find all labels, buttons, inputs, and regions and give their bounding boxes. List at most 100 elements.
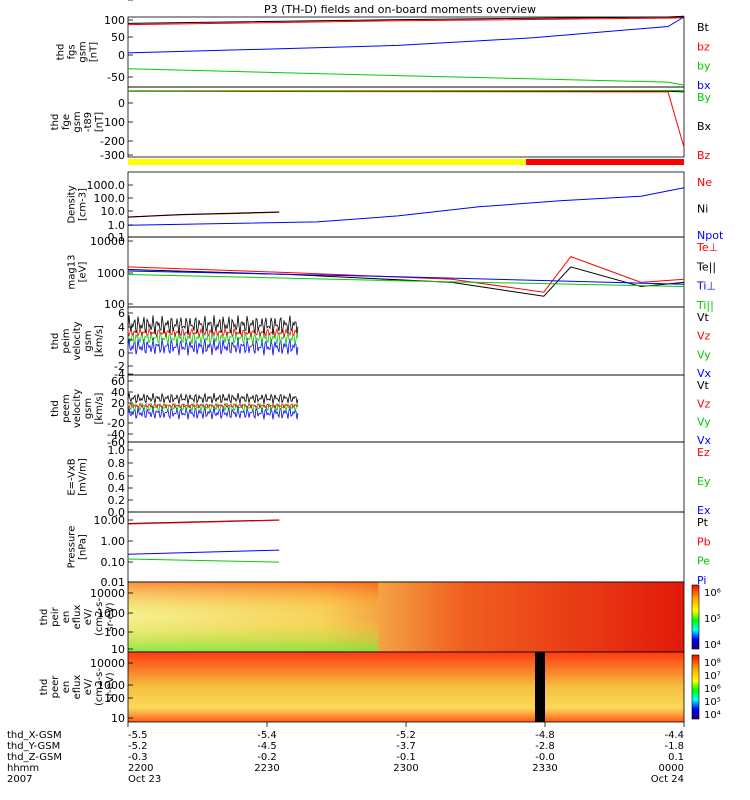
- panel-fge: 0 -100 -200-300 thd fge gsm -t89 [nT] By Bx Bz: [50, 86, 712, 162]
- series-Pe: [127, 558, 280, 563]
- ytick-label: -300: [100, 149, 125, 162]
- ytick-label: 10.00: [94, 514, 126, 527]
- plot-title: P3 (TH-D) fields and on-board moments ov…: [264, 3, 536, 16]
- ytick-label: 1.0: [108, 219, 126, 232]
- legend-Vz: Vz: [697, 330, 711, 343]
- ytick-label: 10000: [90, 587, 125, 600]
- velocity-noise: [127, 402, 299, 413]
- ytick-label: 0.0: [108, 506, 126, 519]
- legend-Vx: Vx: [697, 434, 712, 447]
- legend-Te⊥: Te⊥: [696, 241, 718, 254]
- legend-Vz: Vz: [697, 397, 711, 410]
- legend-Pb: Pb: [697, 535, 711, 548]
- ytick-label: 40: [111, 386, 125, 399]
- ytick-label: 50: [111, 31, 125, 44]
- ylabel-line: thd: [39, 609, 50, 626]
- legend-bx: bx: [697, 79, 711, 92]
- ytick-label: -100: [100, 116, 125, 129]
- ytick-label: -40: [107, 428, 125, 441]
- xaxis-row-value: -5.5: [128, 730, 148, 741]
- xaxis-row-label: 2007: [7, 774, 32, 785]
- panel-spec_i: 10⁶ 10⁵ 10⁴ 10000 1000 100 10 thd peir en eflux eV/…: [39, 581, 721, 656]
- series-Te||: [127, 266, 685, 297]
- ytick-label: 0: [118, 49, 125, 62]
- ytick-label: 10000: [90, 657, 125, 670]
- ylabel-line: velocity: [72, 389, 83, 428]
- xaxis-row-value: -5.2: [128, 741, 148, 752]
- legend-Bz: Bz: [697, 149, 711, 162]
- ytick-label: 1000: [97, 607, 125, 620]
- ylabel-line: en: [61, 681, 72, 694]
- ylabel-line: en: [61, 611, 72, 624]
- legend-Npot: Npot: [697, 229, 724, 242]
- velocity-noise: [127, 392, 299, 405]
- xaxis-row-value: 2300: [393, 763, 418, 774]
- series-by: [127, 68, 685, 86]
- ytick-label: 0: [118, 97, 125, 110]
- colorbar-label: 10⁵: [704, 697, 721, 708]
- ylabel-line: eflux: [72, 675, 83, 700]
- series-Ti⊥: [127, 270, 685, 285]
- ytick-label: 100: [104, 298, 125, 311]
- ylabel-line: thd: [50, 114, 61, 131]
- ytick-label: 6: [118, 307, 125, 320]
- legend-Bx: Bx: [697, 120, 712, 133]
- ylabel-line: gsm: [83, 398, 94, 419]
- ytick-label: 1.0: [108, 444, 126, 457]
- series-bz: [127, 17, 685, 26]
- panel-efield: 1.00.80.60.40.20.0 E=-VxB [mV/m] Ez Ey Ex: [67, 441, 711, 519]
- legend-Te||: Te||: [696, 260, 716, 273]
- ytick-label: 10000: [90, 235, 125, 248]
- xaxis-row-value: -4.5: [257, 741, 277, 752]
- ytick-label: 2: [118, 334, 125, 347]
- ylabel-line: peim: [61, 328, 72, 353]
- xaxis-row-label: thd_Y-GSM: [7, 741, 60, 752]
- colorbar-label: 10⁵: [704, 614, 721, 625]
- legend-Vy: Vy: [697, 416, 711, 429]
- ylabel-line: Density: [67, 185, 78, 223]
- ytick-label: 4: [118, 321, 125, 334]
- ylabel-line: thd: [50, 333, 61, 350]
- legend-bz: bz: [697, 40, 710, 53]
- ylabel-line: thd: [50, 400, 61, 417]
- ytick-label: 0.1: [108, 231, 126, 244]
- ytick-label: 0.2: [108, 494, 126, 507]
- xaxis-row-value: 2330: [532, 763, 557, 774]
- ytick-label: 1000: [97, 267, 125, 280]
- colorbar: [691, 584, 700, 650]
- colorbar: [691, 654, 700, 720]
- legend-Ni: Ni: [697, 203, 708, 216]
- electron-spectrogram: [128, 652, 684, 722]
- ytick-label: -6: [114, 0, 125, 3]
- xaxis-row-value: -0.0: [535, 752, 555, 763]
- ytick-label: 20: [111, 397, 125, 410]
- xaxis-row-value: 2230: [254, 763, 279, 774]
- series-Bt: [127, 15, 685, 24]
- electron-gap: [535, 652, 545, 722]
- ylabel-line: mag13: [67, 255, 78, 290]
- series-Npot: [127, 187, 685, 226]
- ylabel-line: [cm-3]: [78, 188, 89, 221]
- ylabel-line: peir: [50, 606, 61, 626]
- xaxis-row-label: thd_Z-GSM: [7, 752, 62, 763]
- ylabel-line: thd: [39, 679, 50, 696]
- ytick-label: 1000.0: [87, 179, 126, 192]
- panel-frame: [127, 441, 685, 513]
- xaxis-row-value: 0.1: [668, 752, 684, 763]
- ylabel-line: fgs: [67, 44, 78, 59]
- colorbar-label: 10⁶: [704, 588, 721, 599]
- panel-fgs: 100 50 0 -50 thd fgs gsm [nT] Bt bz by bx: [56, 14, 711, 92]
- ytick-label: 1000: [97, 679, 125, 692]
- ylabel-line: [nT]: [94, 112, 105, 132]
- xaxis-row-value: 0000: [659, 763, 684, 774]
- ylabel-line: gsm: [72, 111, 83, 132]
- panel-frame: [127, 171, 685, 238]
- legend-Pe: Pe: [697, 555, 710, 568]
- legend-Pi: Pi: [697, 574, 706, 587]
- ytick-label: 0: [118, 406, 125, 419]
- legend-Ex: Ex: [697, 504, 711, 517]
- ytick-label: 0.8: [108, 457, 126, 470]
- legend-Vx: Vx: [697, 367, 712, 380]
